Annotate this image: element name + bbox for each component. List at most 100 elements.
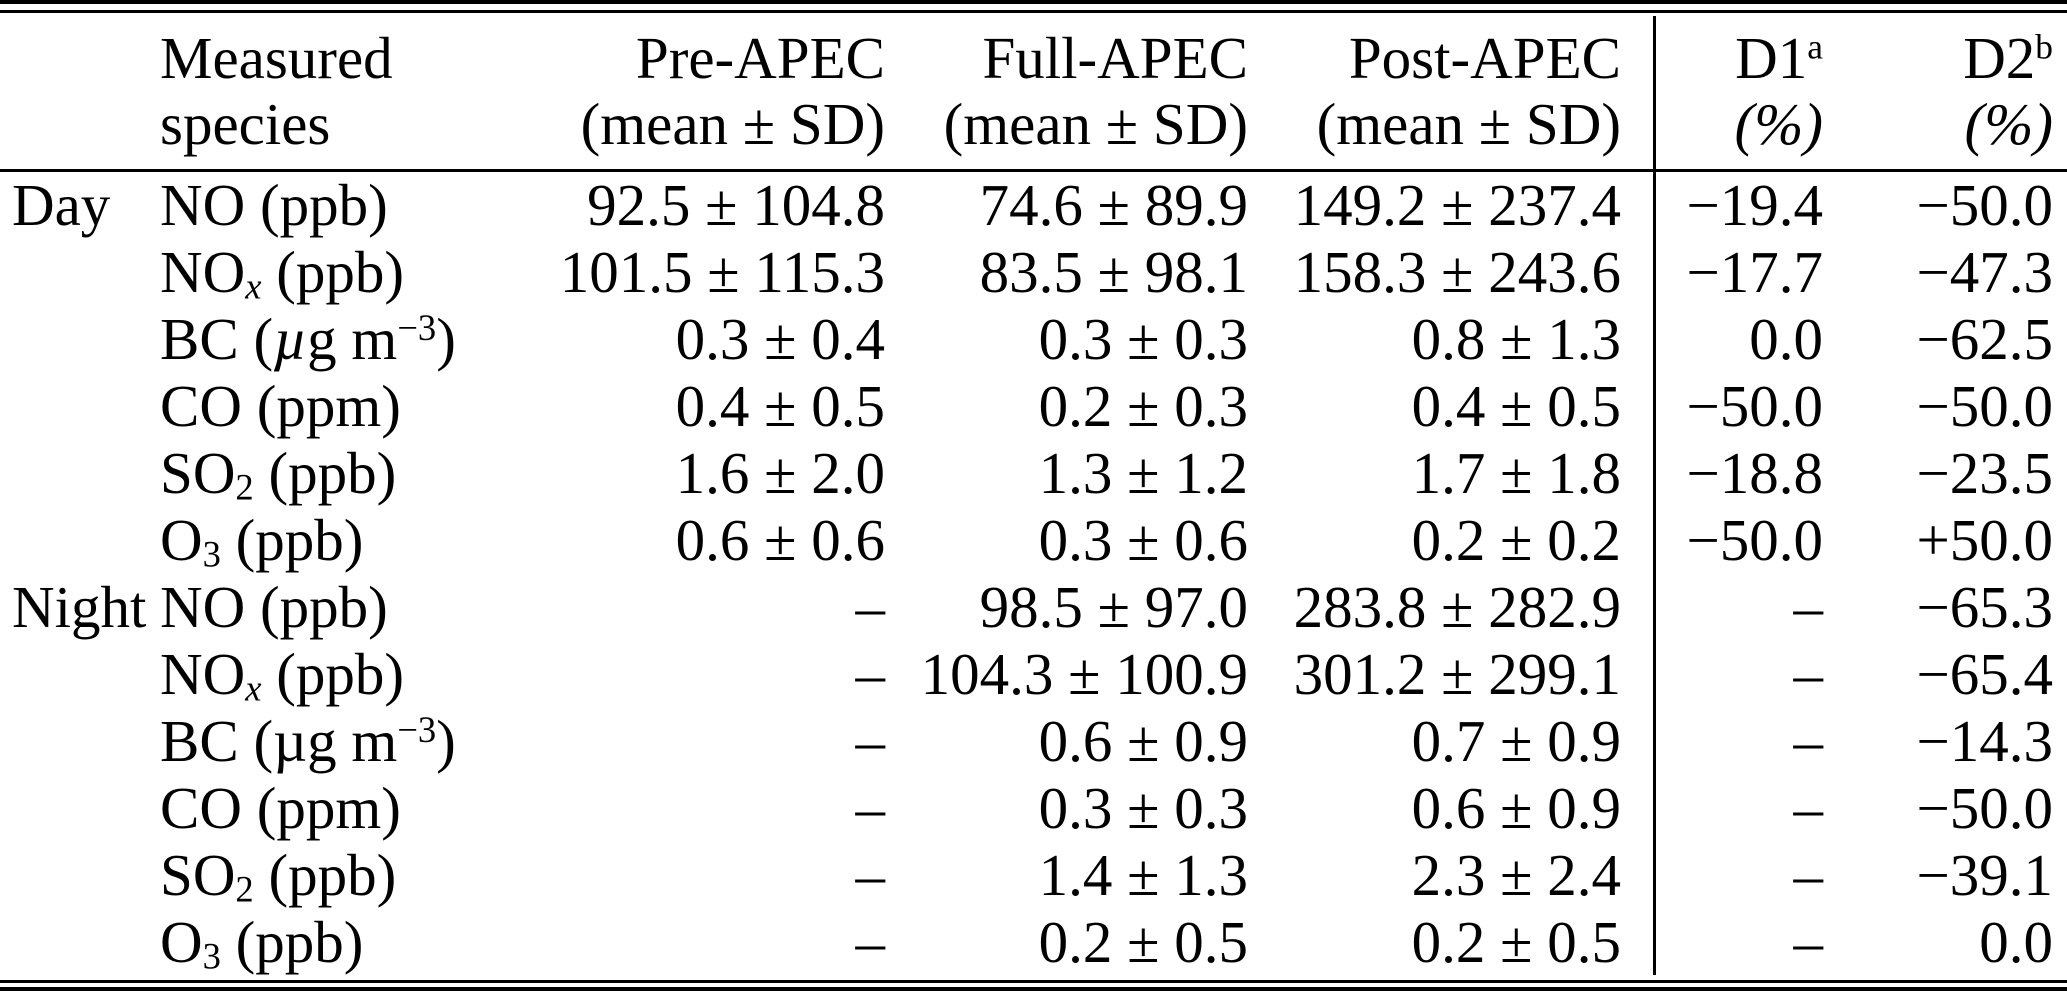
header-measured-species: Measured species xyxy=(160,13,480,169)
row-full: 104.3 ± 100.9 xyxy=(920,641,1248,707)
row-species: NOx (ppb) xyxy=(160,641,480,708)
header-pre-apec: Pre-APEC (mean ± SD) xyxy=(480,13,885,169)
row-post: 0.7 ± 0.9 xyxy=(1411,708,1621,774)
row-full: 0.3 ± 0.3 xyxy=(1038,775,1248,841)
header-d2-footnote-mark: b xyxy=(2035,26,2053,67)
row-full: 0.2 ± 0.5 xyxy=(1038,909,1248,975)
row-post: 0.4 ± 0.5 xyxy=(1411,373,1621,439)
row-d1: – xyxy=(1793,641,1824,707)
table-row: BC (µg m−3) – 0.6 ± 0.9 0.7 ± 0.9 – −14.… xyxy=(0,708,2053,775)
row-pre: – xyxy=(855,641,886,707)
row-post: 283.8 ± 282.9 xyxy=(1293,574,1621,640)
table-row: O3 (ppb) – 0.2 ± 0.5 0.2 ± 0.5 – 0.0 xyxy=(0,909,2053,976)
row-d1: −17.7 xyxy=(1686,239,1823,305)
row-d1: −18.8 xyxy=(1686,440,1823,506)
row-pre: 101.5 ± 115.3 xyxy=(559,239,885,305)
header-pre-line1: Pre-APEC xyxy=(635,25,885,91)
row-post: 0.2 ± 0.2 xyxy=(1411,507,1621,573)
row-d2: −14.3 xyxy=(1916,708,2053,774)
row-pre: – xyxy=(855,842,886,908)
top-thin-rule xyxy=(0,10,2067,13)
species-text-segment: g m xyxy=(307,306,398,372)
table-row: O3 (ppb) 0.6 ± 0.6 0.3 ± 0.6 0.2 ± 0.2 −… xyxy=(0,507,2053,574)
species-text-segment: 3 xyxy=(202,935,221,977)
species-text-segment: O xyxy=(160,909,203,975)
row-d1: – xyxy=(1793,708,1824,774)
row-group-label xyxy=(0,775,160,842)
row-group-label xyxy=(0,373,160,440)
species-text-segment: µ xyxy=(273,306,308,372)
header-d1-unit: (%) xyxy=(1734,91,1823,157)
row-species: O3 (ppb) xyxy=(160,909,480,976)
species-text-segment: (ppb) xyxy=(261,239,405,305)
table-row: Night NO (ppb) – 98.5 ± 97.0 283.8 ± 282… xyxy=(0,574,2053,641)
row-group-label xyxy=(0,239,160,306)
species-text-segment: −3 xyxy=(397,708,437,750)
header-full-line1: Full-APEC xyxy=(982,25,1248,91)
species-text-segment: x xyxy=(245,265,262,307)
row-post: 301.2 ± 299.1 xyxy=(1293,641,1621,707)
table-row: BC (µg m−3) 0.3 ± 0.4 0.3 ± 0.3 0.8 ± 1.… xyxy=(0,306,2053,373)
row-d2: −50.0 xyxy=(1916,172,2053,238)
species-text-segment: SO xyxy=(160,842,236,908)
species-text-segment: SO xyxy=(160,440,236,506)
row-pre: – xyxy=(855,775,886,841)
row-d2: −50.0 xyxy=(1916,775,2053,841)
row-d2: −23.5 xyxy=(1916,440,2053,506)
table-row: NOx (ppb) – 104.3 ± 100.9 301.2 ± 299.1 … xyxy=(0,641,2053,708)
row-post: 0.8 ± 1.3 xyxy=(1411,306,1621,372)
row-pre: 0.6 ± 0.6 xyxy=(675,507,885,573)
row-pre: 1.6 ± 2.0 xyxy=(675,440,885,506)
row-d2: −65.3 xyxy=(1916,574,2053,640)
row-full: 0.2 ± 0.3 xyxy=(1038,373,1248,439)
species-text-segment: ) xyxy=(436,708,456,774)
row-post: 1.7 ± 1.8 xyxy=(1411,440,1621,506)
row-group-label xyxy=(0,507,160,574)
column-separator-bar xyxy=(1653,16,1656,975)
table-row: CO (ppm) 0.4 ± 0.5 0.2 ± 0.3 0.4 ± 0.5 −… xyxy=(0,373,2053,440)
row-species: SO2 (ppb) xyxy=(160,440,480,507)
row-group-label xyxy=(0,909,160,976)
row-full: 83.5 ± 98.1 xyxy=(979,239,1248,305)
row-full: 74.6 ± 89.9 xyxy=(979,172,1248,238)
row-post: 0.6 ± 0.9 xyxy=(1411,775,1621,841)
row-d1: −50.0 xyxy=(1686,507,1823,573)
row-group-label xyxy=(0,306,160,373)
table-header: Measured species Pre-APEC (mean ± SD) Fu… xyxy=(0,13,2053,169)
row-full: 0.3 ± 0.3 xyxy=(1038,306,1248,372)
row-pre: 0.4 ± 0.5 xyxy=(675,373,885,439)
table-row: SO2 (ppb) 1.6 ± 2.0 1.3 ± 1.2 1.7 ± 1.8 … xyxy=(0,440,2053,507)
species-text-segment: (ppb) xyxy=(253,440,397,506)
bottom-thin-rule xyxy=(0,980,2067,983)
row-group-label xyxy=(0,440,160,507)
species-text-segment: x xyxy=(245,667,262,709)
row-d1: – xyxy=(1793,909,1824,975)
row-group-label: Night xyxy=(12,574,147,640)
row-full: 1.4 ± 1.3 xyxy=(1038,842,1248,908)
species-text-segment: (ppb) xyxy=(261,641,405,707)
row-pre: 92.5 ± 104.8 xyxy=(587,172,885,238)
row-d1: – xyxy=(1793,842,1824,908)
row-full: 0.3 ± 0.6 xyxy=(1038,507,1248,573)
table-row: CO (ppm) – 0.3 ± 0.3 0.6 ± 0.9 – −50.0 xyxy=(0,775,2053,842)
header-species-line1: Measured xyxy=(160,25,393,91)
header-full-line2: (mean ± SD) xyxy=(943,91,1248,157)
header-d1-line1: D1a xyxy=(1655,25,1823,91)
row-post: 2.3 ± 2.4 xyxy=(1411,842,1621,908)
top-thick-rule xyxy=(0,0,2067,4)
row-species: BC (µg m−3) xyxy=(160,708,480,775)
header-d1: D1a (%) xyxy=(1655,13,1831,169)
species-text-segment: 2 xyxy=(235,868,254,910)
row-d2: 0.0 xyxy=(1979,909,2053,975)
species-text-segment: BC ( xyxy=(160,306,274,372)
header-d2-line1: D2b xyxy=(1831,25,2053,91)
row-d2: +50.0 xyxy=(1916,507,2053,573)
header-row: Measured species Pre-APEC (mean ± SD) Fu… xyxy=(0,13,2053,169)
header-empty-cell xyxy=(0,13,160,169)
row-species: SO2 (ppb) xyxy=(160,842,480,909)
row-d2: −50.0 xyxy=(1916,373,2053,439)
species-text-segment: O xyxy=(160,507,203,573)
species-text-segment: ) xyxy=(436,306,456,372)
row-species: CO (ppm) xyxy=(160,775,480,842)
